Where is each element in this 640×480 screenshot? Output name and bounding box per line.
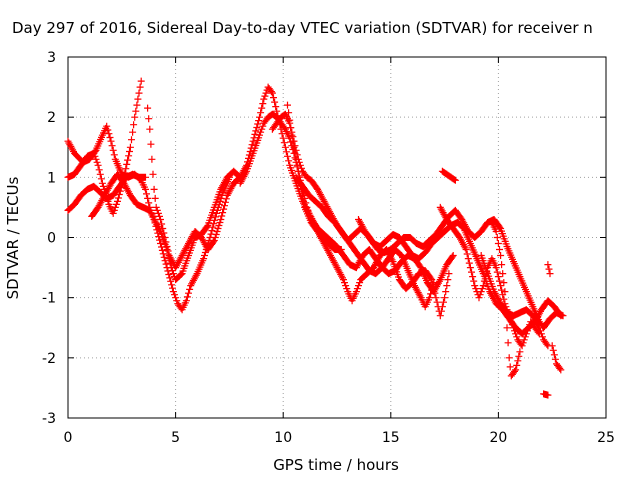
x-tick-label: 25 [597,430,615,446]
data-track [548,342,565,374]
data-track [477,252,552,350]
y-tick-label: -2 [42,351,56,367]
data-track [88,170,233,314]
data-track [488,219,524,380]
data-points [64,77,567,399]
data-track [436,203,543,350]
y-tick-label: -3 [42,411,56,427]
x-tick-label: 5 [171,430,180,446]
x-tick-labels: 0 5 10 15 20 25 [64,430,615,446]
data-track [544,261,554,278]
data-track [438,167,459,184]
data-track [355,206,567,332]
data-track [236,110,457,296]
y-axis-title: SDTVAR / TECUs [4,176,22,299]
data-track [64,122,244,284]
grid [68,57,606,418]
data-track [540,390,552,399]
chart-title: Day 297 of 2016, Sidereal Day-to-day VTE… [12,19,593,37]
x-tick-label: 10 [274,430,292,446]
x-tick-label: 20 [489,430,507,446]
y-tick-label: -1 [42,291,56,307]
data-track [284,101,453,320]
y-tick-label: 0 [47,231,56,247]
y-tick-label: 3 [47,50,56,66]
y-tick-label: 1 [47,170,56,186]
y-tick-label: 2 [47,110,56,126]
x-axis-title: GPS time / hours [273,456,399,474]
y-tick-labels: -3 -2 -1 0 1 2 3 [42,50,56,427]
x-tick-label: 0 [64,430,73,446]
x-tick-label: 15 [382,430,400,446]
